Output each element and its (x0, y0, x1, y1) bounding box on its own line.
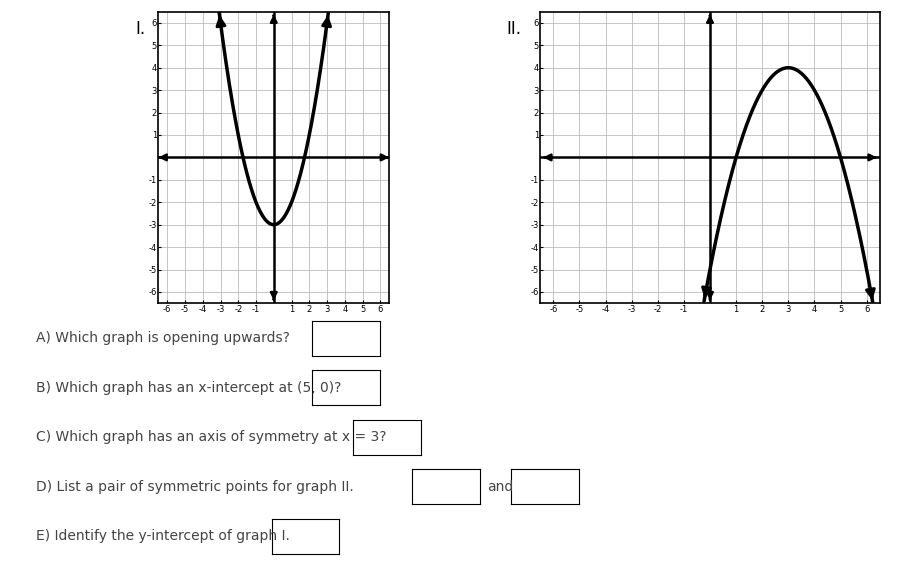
Text: B) Which graph has an x-intercept at (5, 0)?: B) Which graph has an x-intercept at (5,… (36, 381, 341, 395)
Text: II.: II. (507, 20, 522, 38)
Text: I.: I. (136, 20, 146, 38)
Text: C) Which graph has an axis of symmetry at x = 3?: C) Which graph has an axis of symmetry a… (36, 430, 386, 444)
Text: A) Which graph is opening upwards?: A) Which graph is opening upwards? (36, 331, 291, 345)
Text: D) List a pair of symmetric points for graph II.: D) List a pair of symmetric points for g… (36, 480, 354, 494)
Text: E) Identify the y-intercept of graph I.: E) Identify the y-intercept of graph I. (36, 529, 291, 543)
Text: and: and (487, 480, 513, 494)
